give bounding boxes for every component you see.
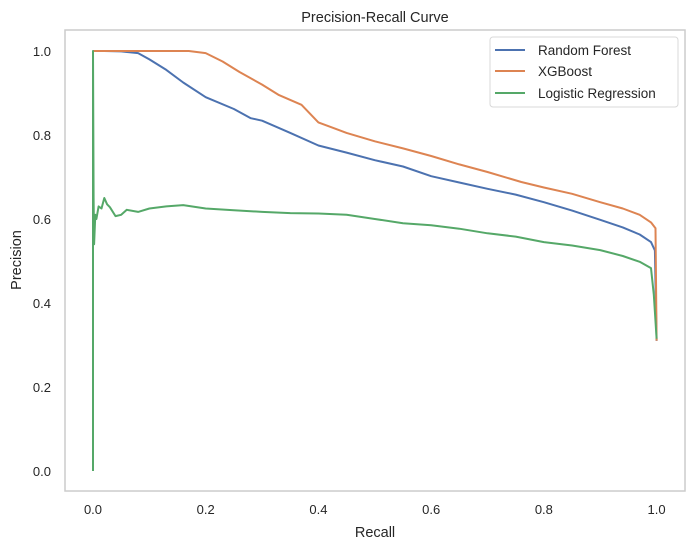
y-tick-label: 0.6 [33, 212, 51, 227]
legend-label-logistic-regression: Logistic Regression [538, 86, 656, 101]
x-axis-label: Recall [355, 525, 395, 541]
chart-title: Precision-Recall Curve [301, 10, 448, 26]
series-line-xgboost [93, 50, 658, 341]
legend-item-xgboost: XGBoost [495, 64, 592, 79]
series-line-random-forest [93, 50, 658, 341]
series-line-logistic-regression [92, 50, 658, 471]
legend: Random Forest XGBoost Logistic Regressio… [489, 36, 679, 108]
y-tick-label: 0.0 [33, 464, 51, 479]
y-tick-label: 0.2 [33, 380, 51, 395]
legend-item-random-forest: Random Forest [495, 43, 631, 58]
y-tick-label: 0.4 [33, 296, 51, 311]
x-tick-label: 0.8 [535, 502, 553, 517]
x-tick-label: 0.2 [197, 502, 215, 517]
legend-label-random-forest: Random Forest [538, 43, 631, 58]
legend-box [489, 36, 679, 108]
x-axis: 0.0 0.2 0.4 0.6 0.8 1.0 [84, 502, 666, 517]
x-tick-label: 0.6 [422, 502, 440, 517]
x-tick-label: 0.0 [84, 502, 102, 517]
series-lines [92, 50, 658, 471]
x-tick-label: 0.4 [309, 502, 327, 517]
legend-label-xgboost: XGBoost [538, 64, 592, 79]
y-tick-label: 0.8 [33, 128, 51, 143]
x-tick-label: 1.0 [648, 502, 666, 517]
y-tick-label: 1.0 [33, 44, 51, 59]
y-axis-label: Precision [9, 230, 25, 290]
y-axis: 0.0 0.2 0.4 0.6 0.8 1.0 [33, 44, 51, 479]
legend-item-logistic-regression: Logistic Regression [495, 86, 656, 101]
